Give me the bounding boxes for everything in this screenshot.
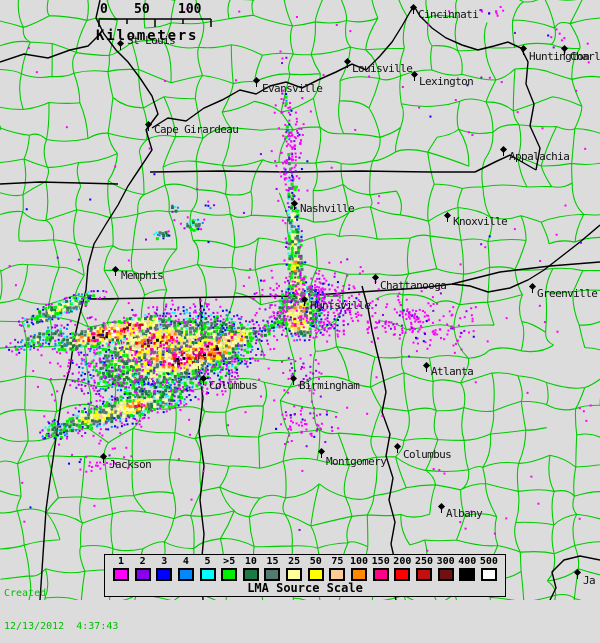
legend-color-swatch [264, 568, 281, 581]
legend-value-label: 3 [161, 556, 168, 567]
legend-color-swatch [372, 568, 389, 581]
legend-color-swatch [199, 568, 216, 581]
created-datetime: 12/13/2012 4:37:43 [4, 621, 119, 632]
legend-item: 75 [328, 556, 346, 581]
legend-item: 4 [177, 556, 195, 581]
legend-value-label: 1 [117, 556, 125, 567]
legend-value-label: 200 [393, 556, 412, 567]
created-timestamp: Created 12/13/2012 4:37:43 [4, 566, 118, 643]
legend-item: 5 [199, 556, 217, 581]
legend-color-swatch [113, 568, 129, 581]
legend-item: 250 [415, 556, 433, 581]
legend-item: 50 [307, 556, 325, 581]
legend-color-swatch [480, 568, 497, 581]
legend-item: 300 [437, 556, 455, 581]
distance-scale-tick-100: 100 [178, 2, 202, 17]
legend-color-swatch [156, 568, 173, 581]
legend-color-swatch [394, 568, 411, 581]
legend-value-label: 15 [266, 556, 279, 567]
created-label: Created [4, 588, 47, 599]
distance-scale-unit-label: Kilometers [96, 28, 199, 44]
distance-scale: 0 50 100 Kilometers [96, 3, 222, 53]
legend-color-swatch [415, 568, 432, 581]
legend-value-label: 250 [414, 556, 433, 567]
legend-color-swatch [286, 568, 303, 581]
legend-value-label: 2 [139, 556, 146, 567]
legend-item: 15 [263, 556, 281, 581]
legend-item: 25 [285, 556, 303, 581]
legend-value-label: 4 [182, 556, 189, 567]
legend-color-swatch [221, 568, 238, 581]
lma-map-canvas[interactable] [0, 0, 600, 600]
legend-color-swatch [459, 568, 476, 581]
legend-item: 400 [458, 556, 476, 581]
legend-value-label: 25 [288, 556, 301, 567]
legend-item: >5 [220, 556, 238, 581]
legend-value-label: >5 [223, 556, 236, 567]
lma-source-scale-legend: 1 2 3 4 5 >5 10 15 25 50 75 100 150 200 250 300 400 500 L… [104, 554, 506, 597]
legend-value-label: 500 [479, 556, 498, 567]
legend-value-label: 50 [309, 556, 322, 567]
legend-item: 10 [242, 556, 260, 581]
legend-value-label: 100 [350, 556, 369, 567]
legend-value-label: 10 [244, 556, 257, 567]
legend-value-label: 400 [458, 556, 477, 567]
legend-item: 1 [112, 556, 130, 581]
legend-item: 100 [350, 556, 368, 581]
legend-value-label: 150 [371, 556, 390, 567]
legend-value-label: 75 [331, 556, 344, 567]
legend-color-swatch [437, 568, 454, 581]
legend-swatch-row: 1 2 3 4 5 >5 10 15 25 50 75 100 150 200 250 300 400 500 [105, 555, 505, 581]
legend-color-swatch [307, 568, 324, 581]
legend-item: 150 [372, 556, 390, 581]
legend-color-swatch [242, 568, 259, 581]
legend-title: LMA Source Scale [247, 581, 363, 595]
legend-color-swatch [134, 568, 151, 581]
distance-scale-ruler-icon [98, 18, 212, 27]
legend-color-swatch [329, 568, 346, 581]
legend-item: 3 [155, 556, 173, 581]
legend-item: 200 [393, 556, 411, 581]
distance-scale-tick-0: 0 [100, 2, 108, 17]
legend-item: 2 [134, 556, 152, 581]
distance-scale-tick-50: 50 [134, 2, 150, 17]
legend-value-label: 5 [204, 556, 211, 567]
legend-color-swatch [351, 568, 368, 581]
legend-color-swatch [177, 568, 194, 581]
legend-item: 500 [480, 556, 498, 581]
legend-value-label: 300 [436, 556, 455, 567]
